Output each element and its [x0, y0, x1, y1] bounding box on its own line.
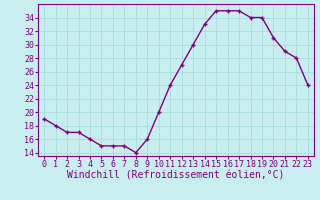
- X-axis label: Windchill (Refroidissement éolien,°C): Windchill (Refroidissement éolien,°C): [67, 171, 285, 181]
